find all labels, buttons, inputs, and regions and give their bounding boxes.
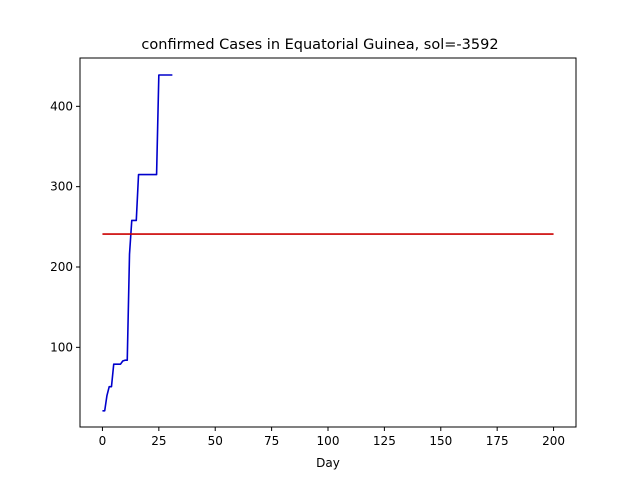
x-tick-label: 175	[486, 434, 509, 448]
x-tick-label: 75	[264, 434, 279, 448]
y-tick-label: 100	[50, 340, 73, 354]
x-tick-label: 0	[99, 434, 107, 448]
x-tick-label: 100	[317, 434, 340, 448]
series-line-1	[102, 74, 173, 412]
x-tick-label: 50	[208, 434, 223, 448]
chart-title: confirmed Cases in Equatorial Guinea, so…	[141, 37, 498, 53]
x-axis-label: Day	[316, 456, 340, 470]
series-layer	[102, 74, 554, 412]
plot-frame	[79, 57, 577, 428]
y-tick-label: 200	[50, 260, 73, 274]
y-tick-label: 300	[50, 180, 73, 194]
x-axis-ticks: 0 25 50 75 100 125 150 175 200	[99, 427, 565, 448]
y-axis-ticks: 100 200 300 400	[50, 99, 80, 354]
x-tick-label: 200	[542, 434, 565, 448]
x-tick-label: 125	[373, 434, 396, 448]
plot-area	[79, 57, 577, 428]
y-tick-label: 400	[50, 99, 73, 113]
x-tick-label: 150	[429, 434, 452, 448]
x-tick-label: 25	[151, 434, 166, 448]
